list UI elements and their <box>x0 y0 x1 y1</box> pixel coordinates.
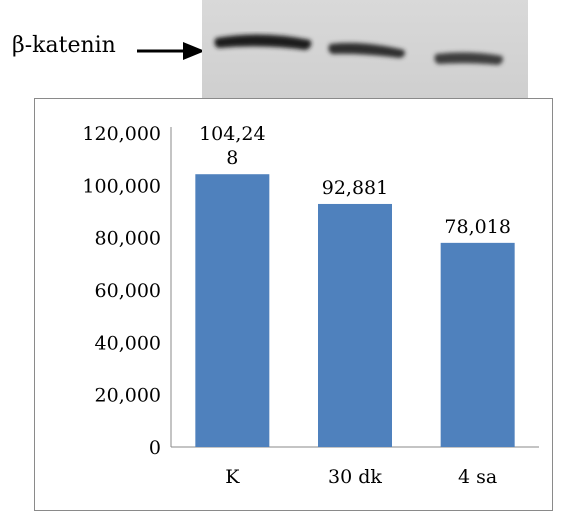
bar-chart: 0 20,000 40,000 60,000 80,000 100,000 120,000 1… <box>82 123 539 488</box>
data-label: 8 <box>226 147 238 169</box>
blot-bands <box>214 34 503 65</box>
y-tick-label: 100,000 <box>82 175 161 197</box>
bar-2 <box>440 242 515 447</box>
beta-catenin-label: β-katenin <box>12 33 116 58</box>
bar-1 <box>318 203 392 447</box>
bar-0 <box>195 174 270 447</box>
arrow-right-icon <box>137 42 205 60</box>
x-category-label: K <box>225 466 240 488</box>
blot-band-k <box>214 34 312 50</box>
blot-band-4sa <box>434 52 503 65</box>
chart-frame: 0 20,000 40,000 60,000 80,000 100,000 120,000 1… <box>34 98 553 511</box>
western-blot-image <box>202 0 528 98</box>
y-tick-label: 60,000 <box>95 280 161 302</box>
y-tick-label: 40,000 <box>95 332 161 354</box>
y-tick-label: 120,000 <box>82 123 161 145</box>
data-label: 104,24 <box>199 123 265 145</box>
data-label: 78,018 <box>444 216 510 238</box>
x-category-label: 4 sa <box>458 466 497 488</box>
blot-band-30dk <box>328 42 405 58</box>
y-tick-label: 80,000 <box>95 228 161 250</box>
y-tick-label: 0 <box>149 437 161 459</box>
y-tick-label: 20,000 <box>95 385 161 407</box>
x-category-label: 30 dk <box>328 466 382 488</box>
data-label: 92,881 <box>322 177 388 199</box>
